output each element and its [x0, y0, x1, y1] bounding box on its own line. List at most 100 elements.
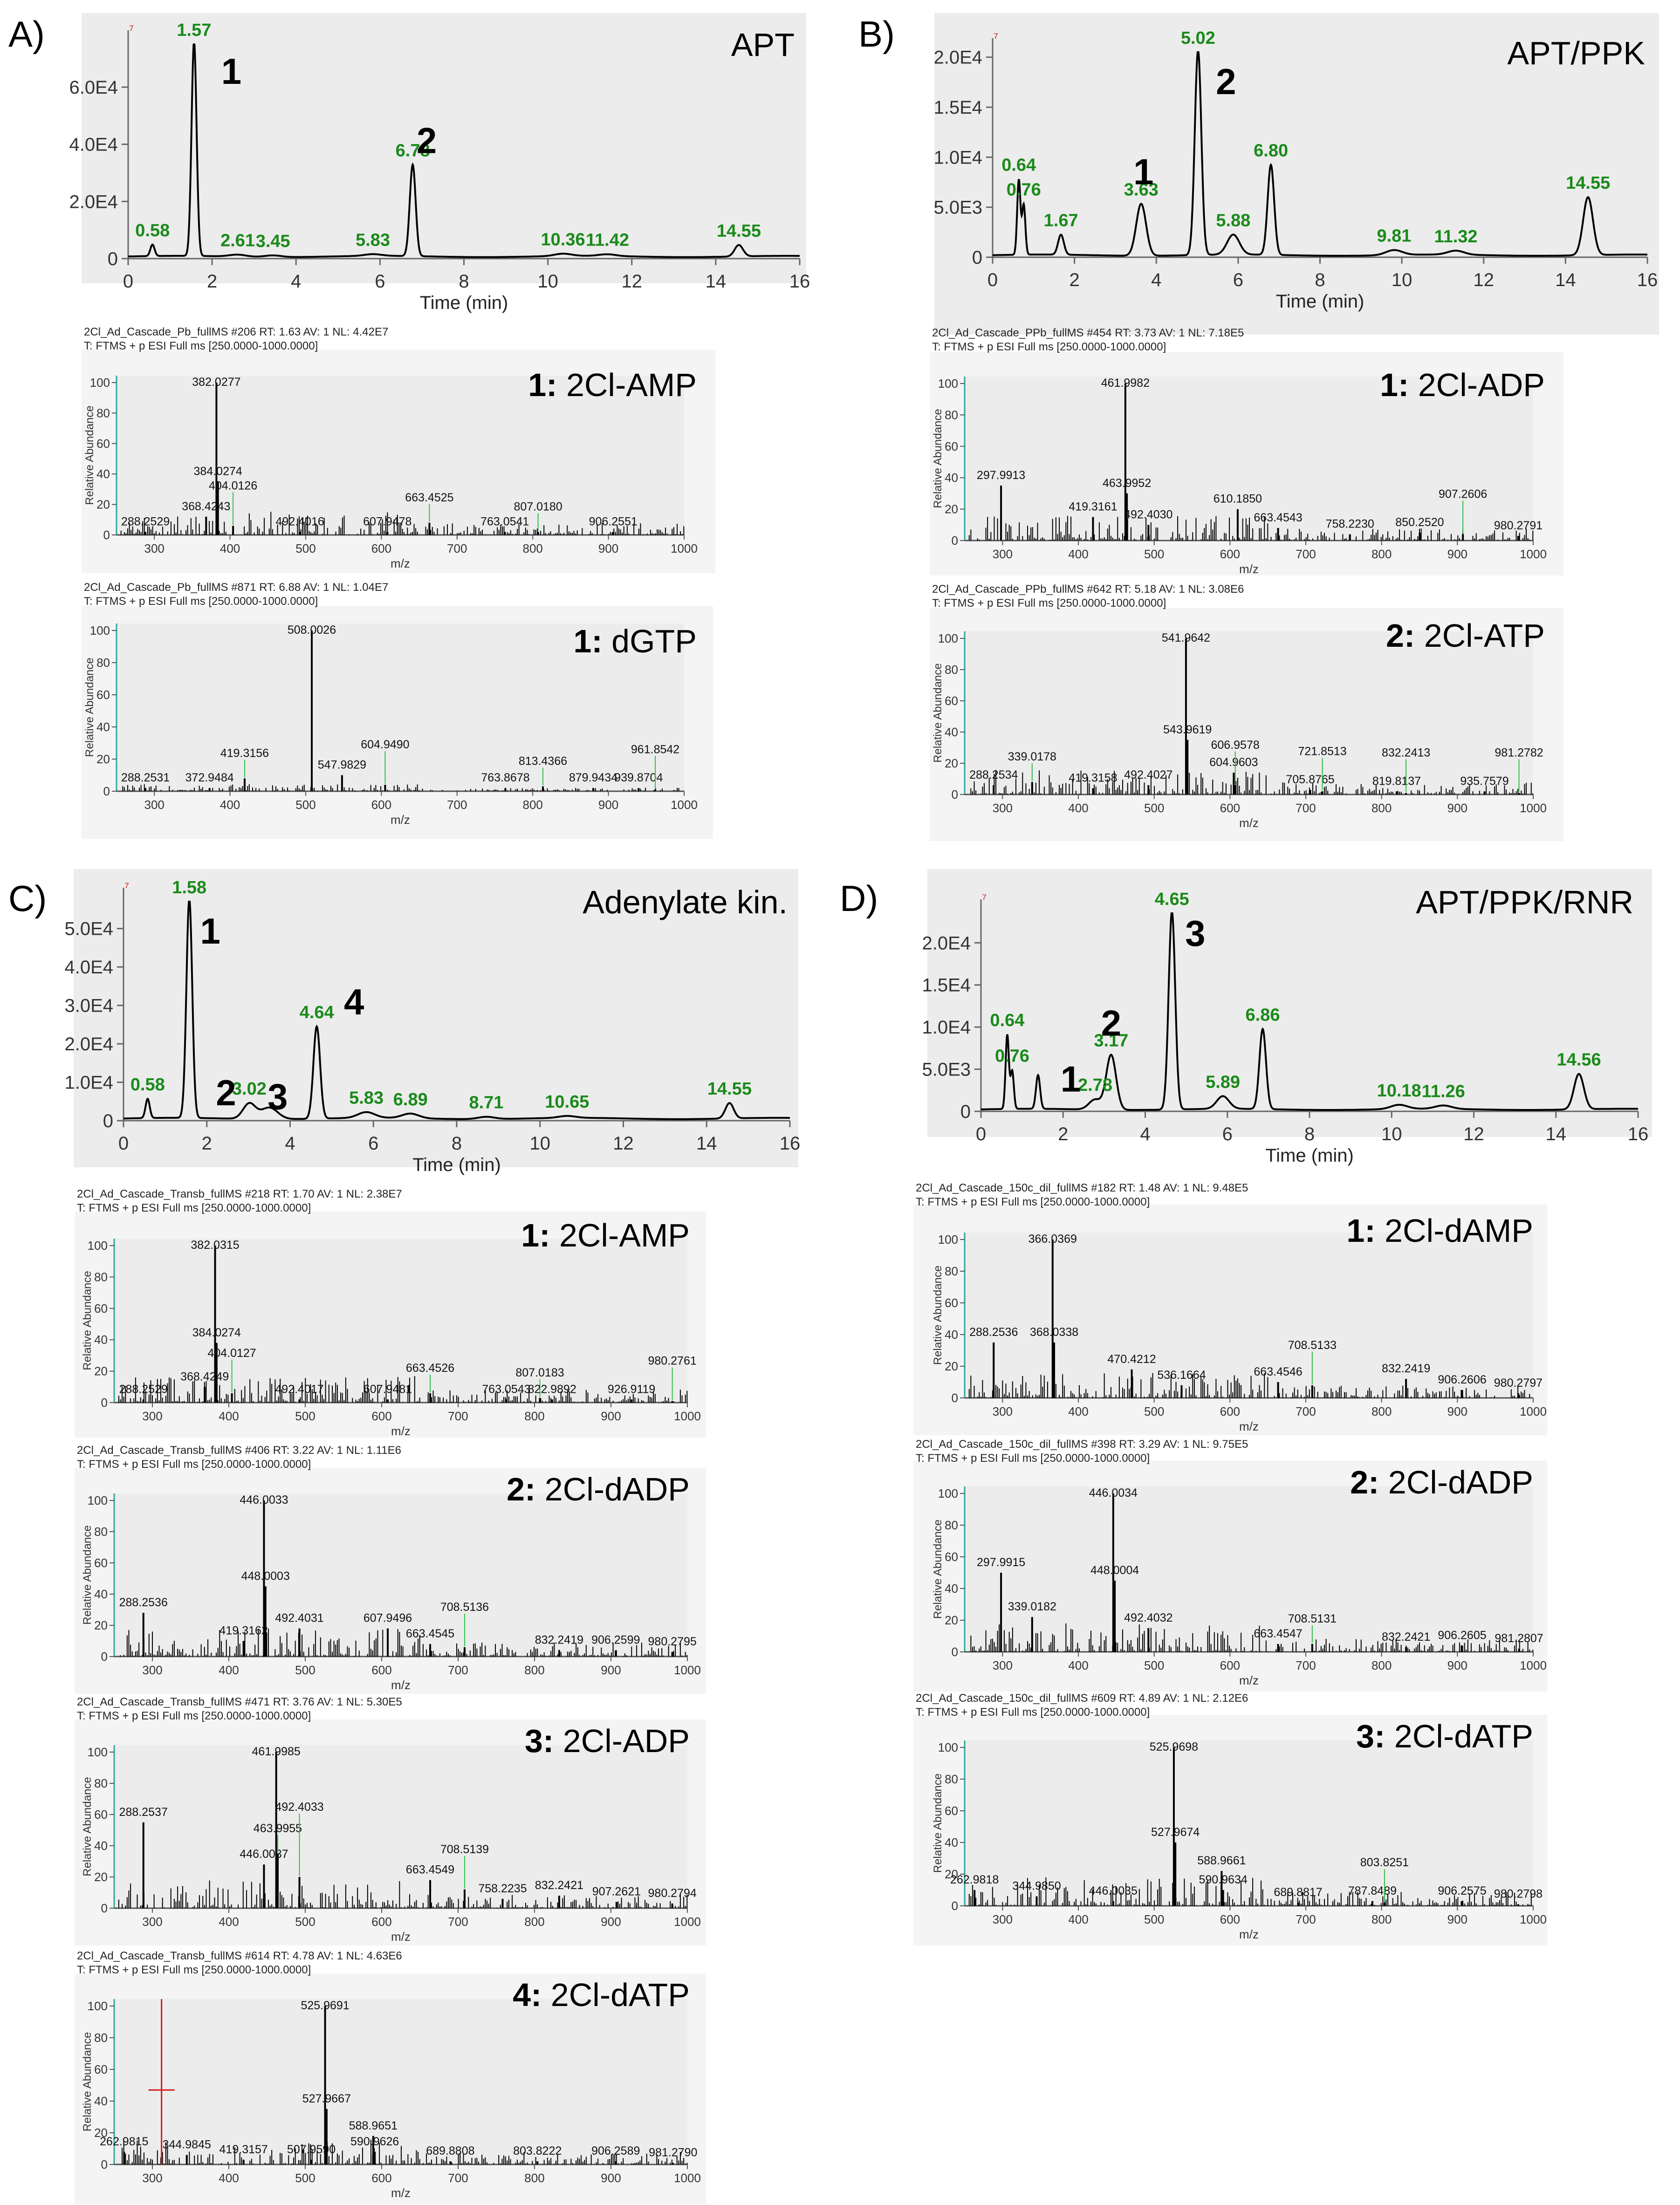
peak-label: 663.4547: [1254, 1627, 1302, 1640]
peak-label: 708.5139: [440, 1843, 489, 1856]
x-tick-label: 700: [1296, 1912, 1316, 1926]
peak-label: 906.2605: [1438, 1629, 1486, 1642]
retention-time-label: 5.02: [1181, 28, 1215, 48]
x-tick-label: 700: [1296, 547, 1316, 561]
scan-header: 2Cl_Ad_Cascade_150c_dil_fullMS #398 RT: …: [916, 1438, 1248, 1451]
peak-label: 404.0127: [207, 1347, 256, 1360]
peak-label: 663.4546: [1254, 1365, 1302, 1378]
x-tick-label: 600: [1220, 547, 1240, 561]
peak-label: 547.9829: [318, 759, 366, 772]
x-tick-label: 700: [1296, 801, 1316, 815]
x-tick-label: 6: [375, 271, 385, 292]
x-tick-label: 400: [219, 1915, 239, 1929]
x-tick-label: 300: [993, 1658, 1013, 1672]
y-tick-label: 1.0E4: [933, 147, 982, 168]
retention-time-label: 14.55: [717, 221, 761, 241]
x-tick-label: 800: [1371, 1658, 1392, 1672]
panel-letter: B): [858, 14, 895, 55]
plot-area: [965, 1233, 1533, 1398]
x-tick-label: 10: [537, 271, 558, 292]
x-tick-label: 12: [613, 1133, 634, 1154]
peak-label: 607.9496: [363, 1612, 412, 1625]
peak-label: 492.4031: [275, 1612, 323, 1625]
peak-label: 787.8489: [1348, 1884, 1397, 1897]
x-tick-label: 900: [1447, 1658, 1467, 1672]
peak-label: 822.9892: [528, 1383, 576, 1396]
x-axis-title: m/z: [1239, 1673, 1259, 1687]
x-tick-label: 1000: [674, 1663, 701, 1677]
x-tick-label: 900: [601, 2171, 621, 2185]
compound-title: 2: 2Cl-dADP: [507, 1471, 690, 1507]
peak-label: 541.9642: [1162, 631, 1210, 644]
x-tick-label: 6: [1222, 1124, 1233, 1144]
x-tick-label: 800: [1371, 547, 1392, 561]
y-axis-title: Relative Abundance: [932, 1774, 944, 1873]
peak-label: 419.3162: [219, 1624, 268, 1637]
x-axis-title: Time (min): [1265, 1145, 1354, 1166]
x-tick-label: 0: [118, 1133, 129, 1154]
x-axis-title: m/z: [391, 1424, 411, 1438]
x-axis-title: m/z: [391, 2186, 411, 2200]
peak-label: 527.9674: [1151, 1826, 1200, 1839]
x-tick-label: 400: [1068, 1404, 1088, 1418]
peak-label: 961.8542: [631, 743, 679, 756]
x-tick-label: 700: [448, 1663, 468, 1677]
x-tick-label: 600: [1220, 801, 1240, 815]
x-tick-label: 300: [142, 1663, 162, 1677]
x-tick-label: 500: [295, 798, 315, 812]
y-tick-label: 40: [94, 1333, 108, 1347]
x-tick-label: 400: [219, 1663, 239, 1677]
x-tick-label: 1000: [1520, 1912, 1547, 1926]
peak-label: 446.0034: [1089, 1486, 1138, 1500]
y-tick-label: 40: [945, 1582, 958, 1596]
peak-label: 448.0004: [1090, 1564, 1139, 1577]
peak-label: 446.0035: [1089, 1884, 1138, 1897]
peak-label: 980.2795: [648, 1635, 697, 1648]
y-tick-label: 40: [94, 1587, 108, 1601]
peak-label: 525.9698: [1150, 1740, 1198, 1753]
y-tick-label: 6.0E4: [69, 77, 118, 98]
y-tick-label: 80: [94, 1525, 108, 1539]
axis-cursor-mark: ⁷: [124, 880, 129, 894]
x-tick-label: 800: [1371, 1404, 1392, 1418]
plot-area: [114, 1493, 687, 1657]
peak-label: 536.1664: [1157, 1369, 1206, 1382]
y-tick-label: 100: [88, 1239, 108, 1253]
y-tick-label: 2.0E4: [64, 1034, 113, 1055]
x-tick-label: 500: [295, 1915, 315, 1929]
peak-label: 906.2606: [1438, 1373, 1486, 1386]
scan-filter: T: FTMS + p ESI Full ms [250.0000-1000.0…: [77, 1710, 311, 1722]
plot-area: [934, 13, 1659, 335]
retention-time-label: 3.02: [232, 1079, 267, 1099]
scan-header: 2Cl_Ad_Cascade_PPb_fullMS #454 RT: 3.73 …: [932, 327, 1244, 339]
peak-label: 803.8222: [513, 2144, 562, 2157]
y-tick-label: 20: [945, 1613, 958, 1627]
scan-header: 2Cl_Ad_Cascade_Transb_fullMS #406 RT: 3.…: [77, 1444, 401, 1457]
retention-time-label: 14.56: [1557, 1050, 1601, 1070]
peak-label: 384.0274: [192, 1326, 241, 1339]
x-tick-label: 500: [295, 1409, 315, 1423]
plot-area: [114, 1239, 687, 1403]
peak-label: 368.4249: [180, 1370, 229, 1383]
y-tick-label: 0: [972, 247, 982, 268]
y-tick-label: 2.0E4: [69, 192, 118, 212]
x-tick-label: 2: [207, 271, 217, 292]
peak-label: 763.0543: [482, 1383, 530, 1396]
y-axis-title: Relative Abundance: [932, 409, 944, 508]
peak-label: 492.4017: [275, 1383, 323, 1396]
x-tick-label: 500: [1144, 1404, 1164, 1418]
x-tick-label: 900: [1447, 547, 1467, 561]
y-tick-label: 0: [952, 534, 958, 548]
x-tick-label: 700: [1296, 1404, 1316, 1418]
retention-time-label: 1.57: [177, 21, 211, 40]
compound-title: 3: 2Cl-dATP: [1356, 1718, 1533, 1754]
retention-time-label: 5.83: [349, 1089, 384, 1108]
peak-label: 610.1850: [1214, 493, 1262, 506]
x-tick-label: 6: [368, 1133, 378, 1154]
y-tick-label: 4.0E4: [64, 957, 113, 978]
peak-label: 344.9850: [1012, 1880, 1061, 1893]
retention-time-label: 1.58: [172, 878, 206, 897]
compound-title: 2: 2Cl-dADP: [1350, 1464, 1533, 1500]
retention-time-label: 2.78: [1078, 1075, 1112, 1095]
